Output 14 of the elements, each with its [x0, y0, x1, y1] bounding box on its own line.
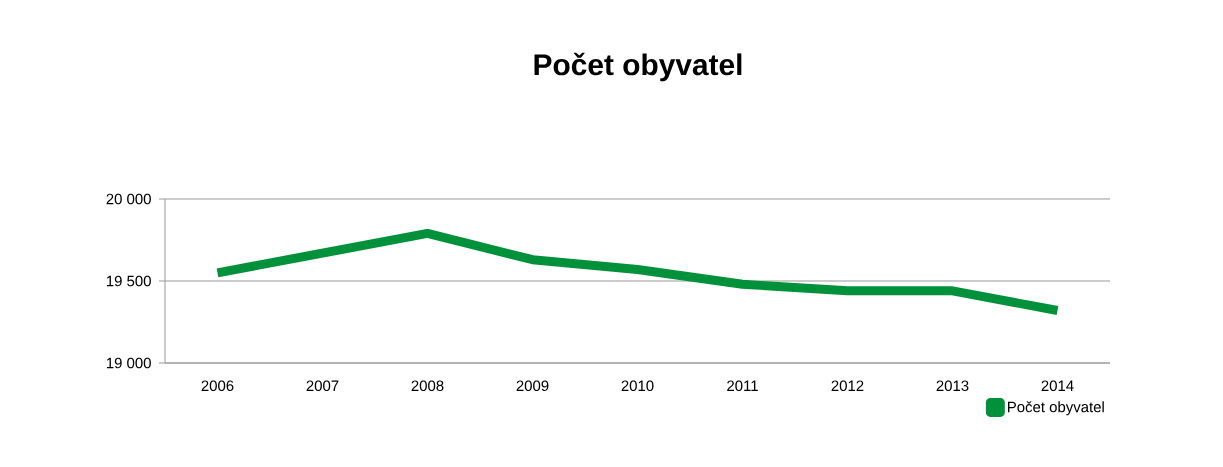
- x-tick-label: 2014: [1041, 380, 1074, 392]
- x-tick-label: 2008: [411, 380, 444, 392]
- chart-title: Počet obyvatel: [534, 52, 742, 82]
- x-tick-label: 2010: [621, 380, 654, 392]
- x-tick-label: 2007: [306, 380, 339, 392]
- x-tick-label: 2011: [727, 380, 758, 392]
- y-tick-label: 19 000: [106, 357, 151, 369]
- y-tick-label: 20 000: [106, 193, 151, 205]
- y-tick-label: 19 500: [106, 275, 151, 287]
- x-tick-label: 2006: [201, 380, 234, 392]
- legend-label: Počet obyvatel: [1008, 401, 1104, 416]
- x-tick-label: 2013: [936, 380, 969, 392]
- x-tick-label: 2012: [831, 380, 864, 392]
- x-tick-label: 2009: [516, 380, 549, 392]
